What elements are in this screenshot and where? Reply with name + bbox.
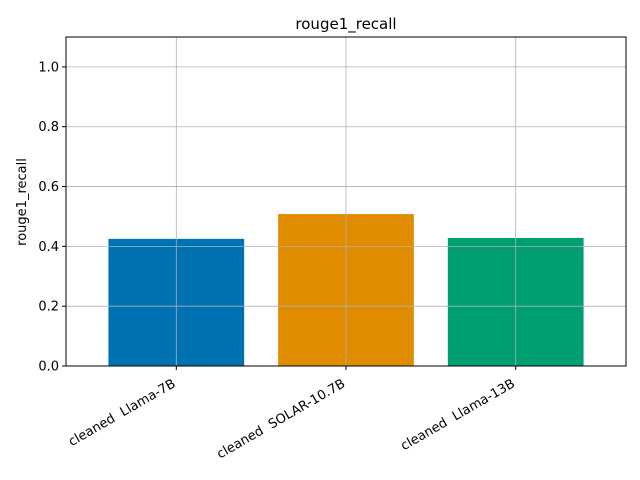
chart-title: rouge1_recall [295, 15, 396, 34]
y-tick-label: 1.0 [38, 60, 59, 75]
plot-area: 0.0 0.2 0.4 0.6 0.8 1.0 cleaned Llama-7B cleane… [38, 36, 627, 462]
y-tick-label: 0.2 [38, 300, 59, 315]
y-tick-label: 0.0 [38, 360, 59, 375]
x-tick-label: cleaned Llama-7B [66, 376, 178, 449]
y-tick-label: 0.4 [38, 240, 59, 255]
x-tick-label: cleaned SOLAR-10.7B [215, 376, 348, 462]
y-tick-label: 0.8 [38, 120, 59, 135]
y-axis-label: rouge1_recall [15, 158, 30, 246]
y-tick-label: 0.6 [38, 180, 59, 195]
x-tick-label: cleaned Llama-13B [398, 376, 517, 454]
